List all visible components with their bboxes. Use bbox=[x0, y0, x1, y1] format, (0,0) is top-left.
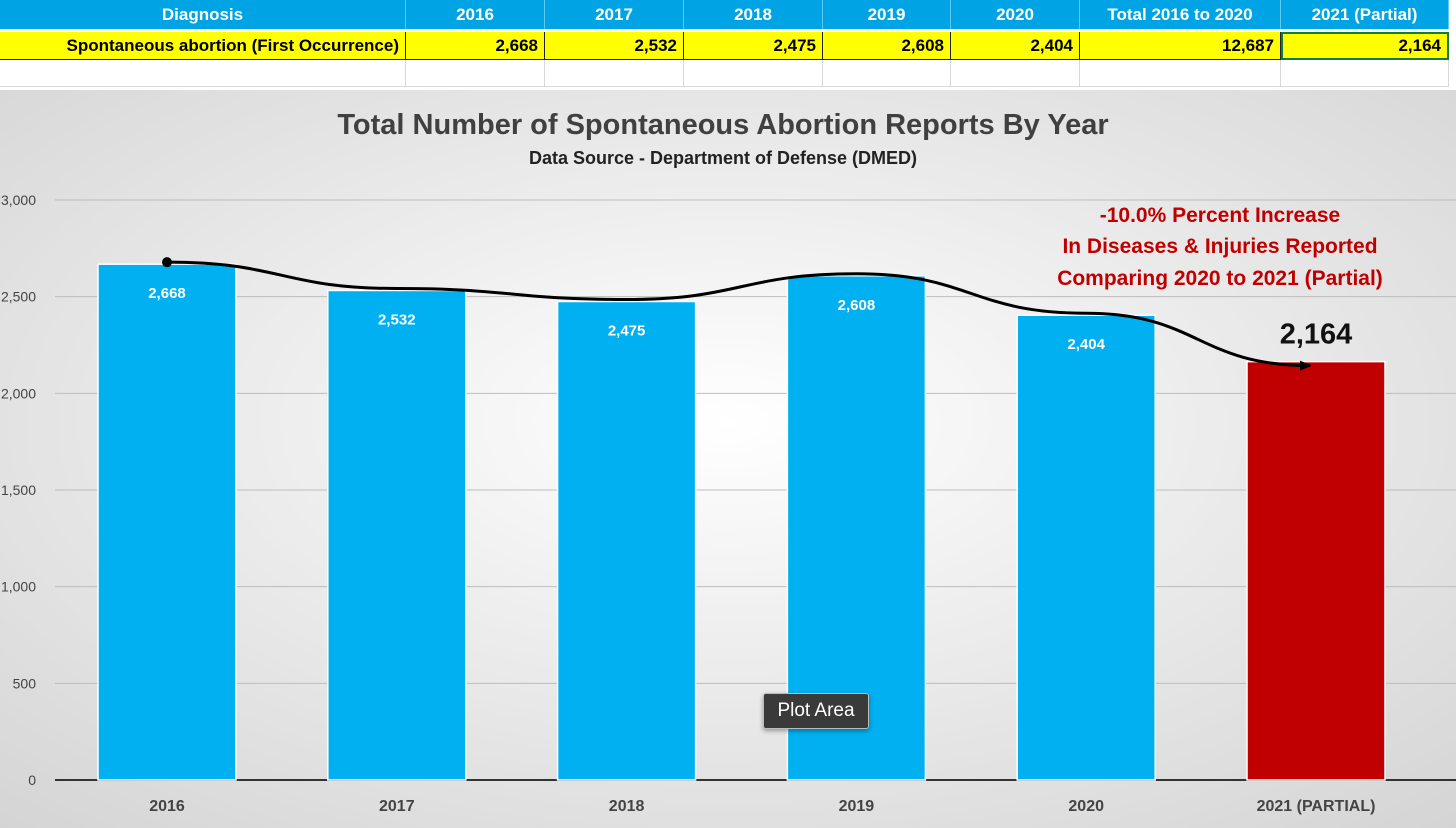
header-row: Diagnosis 2016 2017 2018 2019 2020 Total… bbox=[0, 0, 1456, 29]
header-cell-total[interactable]: Total 2016 to 2020 bbox=[1080, 0, 1281, 29]
empty-cell[interactable] bbox=[1281, 60, 1449, 87]
x-tick-label: 2020 bbox=[1068, 798, 1104, 815]
header-cell-2020[interactable]: 2020 bbox=[951, 0, 1080, 29]
y-tick-label: 500 bbox=[13, 675, 37, 691]
y-tick-label: 0 bbox=[28, 772, 36, 788]
header-cell-2018[interactable]: 2018 bbox=[684, 0, 823, 29]
empty-cell[interactable] bbox=[0, 60, 406, 87]
bar-value-label: 2,532 bbox=[378, 311, 416, 328]
plot-area-tooltip: Plot Area bbox=[763, 693, 869, 729]
empty-cell[interactable] bbox=[684, 60, 823, 87]
chart-area[interactable]: 0 500 1,000 1,500 2,000 2,500 3,000 2,668 2,532… bbox=[0, 90, 1456, 828]
bar bbox=[1246, 360, 1386, 781]
chart-background bbox=[0, 90, 1456, 828]
empty-cell[interactable] bbox=[951, 60, 1080, 87]
x-tick-label: 2018 bbox=[609, 798, 645, 815]
spreadsheet-table: Diagnosis 2016 2017 2018 2019 2020 Total… bbox=[0, 0, 1456, 90]
bar-value-label: 2,164 bbox=[1280, 319, 1353, 351]
data-cell-2018[interactable]: 2,475 bbox=[684, 32, 823, 60]
bar-value-label: 2,475 bbox=[608, 323, 646, 340]
data-cell-2020[interactable]: 2,404 bbox=[951, 32, 1080, 60]
bar bbox=[327, 289, 467, 781]
bar-value-label: 2,404 bbox=[1067, 336, 1105, 353]
data-cell-2019[interactable]: 2,608 bbox=[823, 32, 951, 60]
data-cell-2021-selected[interactable]: 2,164 bbox=[1281, 32, 1449, 60]
annotation-text: -10.0% Percent Increase In Diseases & In… bbox=[1057, 204, 1383, 290]
x-tick-label: 2021 (PARTIAL) bbox=[1257, 798, 1376, 815]
bar-value-label: 2,608 bbox=[838, 297, 876, 314]
x-tick-label: 2019 bbox=[839, 798, 875, 815]
empty-cell[interactable] bbox=[406, 60, 545, 87]
trend-arrow bbox=[166, 260, 1312, 371]
header-cell-2017[interactable]: 2017 bbox=[545, 0, 684, 29]
x-tick-label: 2017 bbox=[379, 798, 415, 815]
empty-cell[interactable] bbox=[545, 60, 684, 87]
data-cell-total[interactable]: 12,687 bbox=[1080, 32, 1281, 60]
chart-subtitle: Data Source - Department of Defense (DME… bbox=[529, 148, 917, 168]
empty-cell[interactable] bbox=[823, 60, 951, 87]
y-tick-label: 1,500 bbox=[1, 482, 36, 498]
y-tick-label: 2,000 bbox=[1, 385, 36, 401]
trend-start-dot bbox=[162, 257, 172, 268]
bar-chart[interactable]: 0 500 1,000 1,500 2,000 2,500 3,000 2,668 2,532… bbox=[0, 90, 1456, 828]
bar bbox=[97, 263, 237, 781]
y-tick-label: 2,500 bbox=[1, 289, 36, 305]
empty-cell[interactable] bbox=[1080, 60, 1281, 87]
data-cell-2017[interactable]: 2,532 bbox=[545, 32, 684, 60]
bar bbox=[1016, 314, 1156, 781]
annotation-line-3: Comparing 2020 to 2021 (Partial) bbox=[1057, 267, 1383, 290]
data-cell-diagnosis[interactable]: Spontaneous abortion (First Occurrence) bbox=[0, 32, 406, 60]
header-cell-diagnosis[interactable]: Diagnosis bbox=[0, 0, 406, 29]
x-tick-label: 2016 bbox=[149, 798, 185, 815]
bar bbox=[556, 300, 697, 781]
annotation-line-1: -10.0% Percent Increase bbox=[1100, 204, 1340, 227]
header-cell-2021[interactable]: 2021 (Partial) bbox=[1281, 0, 1449, 29]
header-cell-2016[interactable]: 2016 bbox=[406, 0, 545, 29]
data-row: Spontaneous abortion (First Occurrence) … bbox=[0, 32, 1456, 60]
y-tick-label: 3,000 bbox=[1, 192, 36, 208]
header-cell-2019[interactable]: 2019 bbox=[823, 0, 951, 29]
data-cell-2016[interactable]: 2,668 bbox=[406, 32, 545, 60]
chart-title: Total Number of Spontaneous Abortion Rep… bbox=[337, 109, 1108, 141]
y-tick-label: 1,000 bbox=[1, 579, 36, 595]
bar-value-label: 2,668 bbox=[148, 285, 186, 302]
empty-row bbox=[0, 60, 1456, 87]
annotation-line-2: In Diseases & Injuries Reported bbox=[1062, 235, 1377, 258]
